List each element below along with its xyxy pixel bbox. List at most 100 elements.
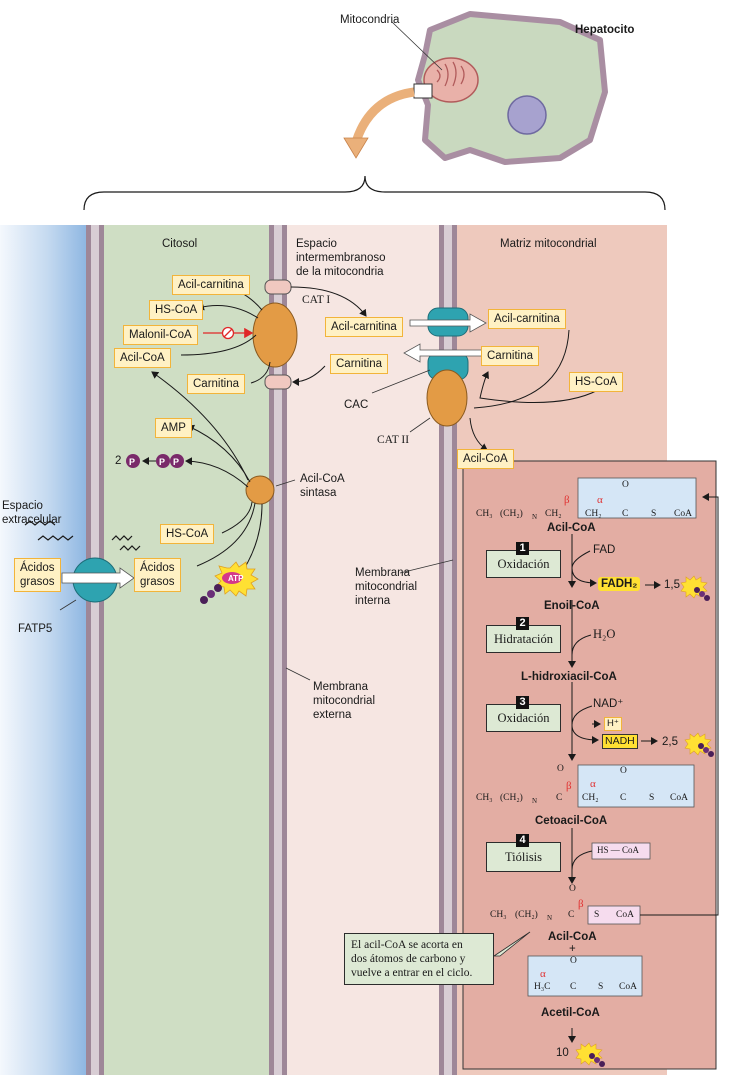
fadh2-label: FADH₂ (598, 577, 641, 591)
f3-beta: β (578, 898, 584, 910)
pi-circle-3 (170, 454, 184, 468)
yield-10: 10 (556, 1047, 569, 1059)
f4-s: S (598, 982, 604, 992)
mat-acylcoa-box: Acil-CoA (457, 449, 514, 469)
f4-o: O (570, 956, 577, 966)
cat1-label: CAT I (302, 294, 331, 306)
cycle-note: El acil-CoA se acorta en dos átomos de c… (344, 933, 494, 985)
f4-c: C (570, 982, 577, 992)
f1-c: C (622, 509, 629, 519)
inner-membrane (439, 225, 457, 1075)
step-1-number: 1 (516, 542, 529, 555)
inner-membrane-label: Membrana mitocondrial interna (355, 567, 417, 607)
atp-icon-2 (684, 732, 714, 757)
outer-pore-top (264, 279, 292, 295)
f1-coa: CoA (674, 509, 692, 519)
cyt-hscoa2-box: HS-CoA (160, 524, 215, 544)
nucleus (507, 95, 547, 135)
f1-ch3: CH₃ (476, 509, 493, 519)
atp-icon-1 (680, 575, 710, 601)
f1-beta: β (564, 494, 570, 506)
name-acylcoa: Acil-CoA (547, 522, 596, 534)
fa-extracellular-box: Ácidos grasos (14, 558, 61, 592)
f1-chain: (CH₂) (500, 509, 523, 519)
f2-o: O (557, 764, 564, 774)
step-1-name: Oxidación (497, 557, 550, 571)
step-4-box: Tiólisis (486, 842, 561, 872)
f3-s: S (594, 910, 600, 920)
pi-letter-1: P (129, 457, 136, 467)
cyt-acylcoa-box: Acil-CoA (114, 348, 171, 368)
mitochondria-label: Mitocondria (340, 14, 400, 26)
mat-hscoa-box: HS-CoA (569, 372, 624, 392)
pi-letter-2: P (159, 457, 166, 467)
intermembrane-label: Espacio intermembranoso de la mitocondri… (296, 238, 386, 278)
pi-circle-1 (126, 454, 140, 468)
f1-n: N (532, 513, 538, 521)
f2-s: S (649, 793, 655, 803)
f3-n: N (547, 914, 553, 922)
hepatocyte-illustration (413, 11, 608, 165)
f2-o2: O (620, 766, 627, 776)
f1-s: S (651, 509, 657, 519)
mito-pointer-line (391, 21, 443, 71)
f1-alpha: α (597, 494, 603, 506)
f1-ch2: CH₂ (545, 509, 562, 519)
f2-c: C (556, 793, 563, 803)
thiolysis-hscoa: HS — CoA (597, 845, 640, 855)
nad-label: NAD⁺ (593, 698, 624, 710)
name-keto: Cetoacil-CoA (535, 815, 608, 827)
ppi-coef: 2 (115, 455, 122, 467)
plasma-membrane (86, 225, 104, 1075)
f3-ch3: CH₃ (490, 910, 507, 920)
step-3-number: 3 (516, 696, 529, 709)
outer-membrane-label: Membrana mitocondrial externa (313, 681, 375, 721)
name-hydroxy: L-hidroxiacil-CoA (521, 671, 617, 683)
step-2-number: 2 (516, 617, 529, 630)
f4-h3c: H₃C (534, 982, 551, 992)
atp-burst-cytosol (200, 561, 259, 604)
f3-c: C (568, 910, 575, 920)
zoom-arrow (351, 87, 415, 144)
h2o-label: H₂O (593, 627, 616, 641)
step-2-name: Hidratación (493, 632, 553, 646)
pi-circle-2 (156, 454, 170, 468)
step-4-name: Tiólisis (504, 850, 543, 864)
cyt-hscoa-box: HS-CoA (149, 300, 204, 320)
pi-letter-3: P (173, 457, 180, 467)
yield-15: 1,5 (664, 579, 680, 591)
fatp5-label: FATP5 (18, 623, 53, 635)
zoom-brace (83, 175, 666, 211)
cat1-protein (252, 302, 298, 368)
f3-coa: CoA (616, 910, 634, 920)
matrix-label: Matriz mitocondrial (500, 238, 597, 250)
f2-alpha: α (590, 778, 596, 790)
f3-chain: (CH₂) (515, 910, 538, 920)
atp-icon-3 (575, 1042, 605, 1067)
mat-acylcarnitine-box: Acil-carnitina (488, 309, 566, 329)
cyt-carnitine-box: Carnitina (187, 374, 246, 394)
mitochondrion-small (423, 57, 479, 103)
hepatocyte-label: Hepatocito (575, 24, 635, 36)
acyl-coa-synthase (245, 475, 275, 505)
cac-label: CAC (344, 399, 369, 411)
f1-o: O (622, 480, 629, 490)
ims-carnitine-box: Carnitina (330, 354, 389, 374)
cat2-label: CAT II (377, 434, 410, 446)
fad-label: FAD (593, 544, 616, 556)
f1-ch2b: CH₂ (585, 509, 602, 519)
outer-membrane (269, 225, 287, 1075)
extracellular-space (0, 225, 86, 1075)
mat-carnitine-box: Carnitina (481, 346, 540, 366)
f4-alpha: α (540, 968, 546, 980)
f2-n: N (532, 797, 538, 805)
acs-label: Acil-CoA sintasa (300, 473, 345, 499)
name-enoyl: Enoil-CoA (544, 600, 600, 612)
outer-pore-bottom (264, 374, 292, 390)
f2-c2: C (620, 793, 627, 803)
fa-cytosol-box: Ácidos grasos (134, 558, 181, 592)
amp-box: AMP (155, 418, 192, 438)
step-4-number: 4 (516, 834, 529, 847)
cyt-acylcarnitine-box: Acil-carnitina (172, 275, 250, 295)
